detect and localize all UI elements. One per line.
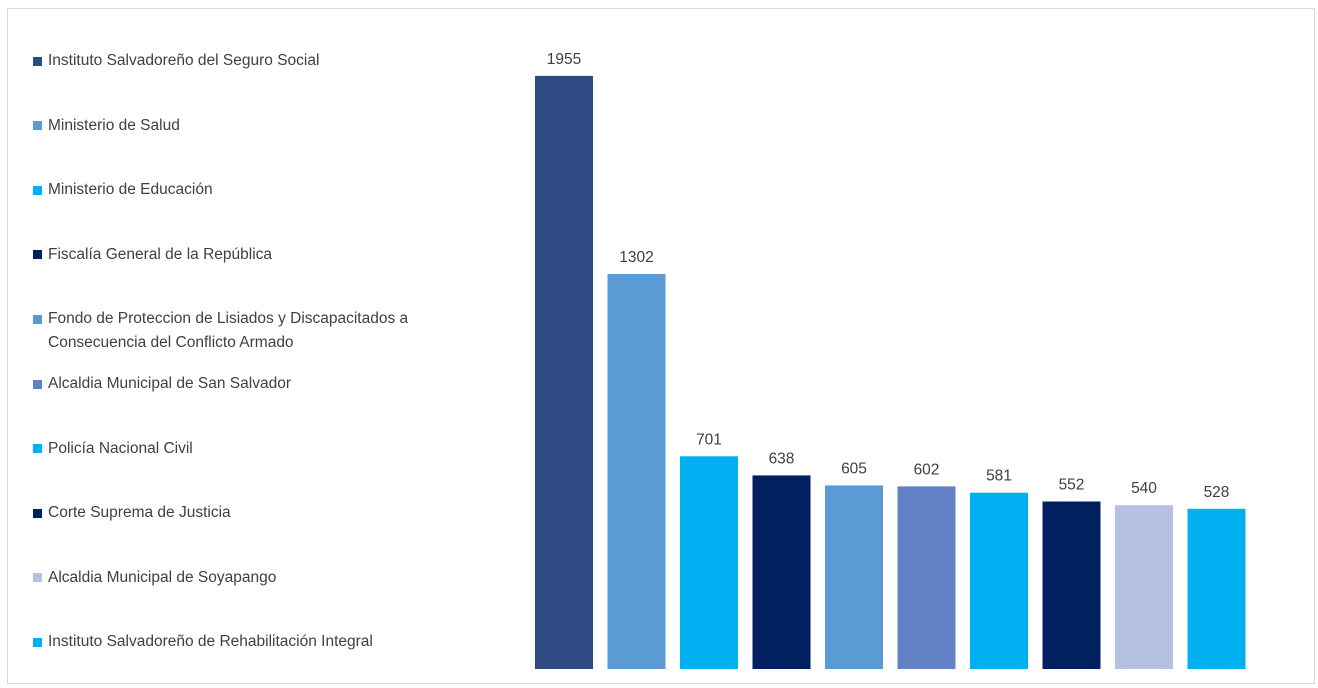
- legend-label: Alcaldia Municipal de San Salvador: [48, 375, 291, 392]
- legend-swatch: [33, 121, 42, 131]
- data-label: 701: [696, 431, 722, 448]
- legend-swatch: [33, 573, 42, 583]
- data-label: 1955: [547, 51, 581, 68]
- legend-swatch: [33, 637, 42, 647]
- legend-swatch: [33, 56, 42, 66]
- legend-swatch: [33, 185, 42, 195]
- legend-swatch: [33, 314, 42, 324]
- bar: [607, 273, 666, 669]
- data-label: 540: [1131, 480, 1157, 497]
- legend-label: Policía Nacional Civil: [48, 439, 193, 457]
- legend-item: Corte Suprema de Justicia: [33, 501, 473, 525]
- bar: [1115, 505, 1173, 669]
- data-label: 605: [841, 460, 867, 477]
- data-label: 638: [769, 450, 795, 467]
- legend-swatch: [33, 508, 42, 518]
- legend-item: Instituto Salvadoreño del Seguro Social: [33, 49, 473, 73]
- legend-swatch: [33, 444, 42, 454]
- bar: [752, 475, 811, 669]
- legend-label: Fondo de Proteccion de Lisiados y Discap…: [48, 310, 409, 352]
- chart-frame: Instituto Salvadoreño del Seguro Social M…: [7, 8, 1315, 684]
- legend-item: Alcaldia Municipal de San Salvador: [33, 372, 473, 396]
- legend-label: Instituto Salvadoreño del Seguro Social: [48, 52, 320, 69]
- legend-item: Instituto Salvadoreño de Rehabilitación …: [33, 630, 473, 654]
- legend-swatch: [33, 379, 42, 389]
- legend: Instituto Salvadoreño del Seguro Social M…: [8, 9, 488, 685]
- data-label: 552: [1059, 477, 1085, 494]
- bar: [680, 456, 738, 669]
- legend-item: Ministerio de Salud: [33, 114, 473, 138]
- bar: [970, 492, 1028, 669]
- data-label: 581: [986, 468, 1012, 485]
- legend-label: Ministerio de Salud: [48, 116, 180, 134]
- legend-item: Fiscalía General de la República: [33, 243, 473, 267]
- bar: [1042, 501, 1101, 669]
- bar: [897, 486, 956, 669]
- bar: [1187, 508, 1246, 669]
- legend-item: Alcaldia Municipal de Soyapango: [33, 566, 473, 590]
- legend-label: Fiscalía General de la República: [48, 245, 273, 263]
- bar: [825, 485, 883, 669]
- plot-area: 1955 1302 701 638 605 602 581 552 540 528: [535, 51, 1246, 670]
- bar: [535, 75, 593, 670]
- legend-label: Alcaldia Municipal de Soyapango: [48, 568, 277, 586]
- legend-label: Ministerio de Educación: [48, 181, 213, 199]
- legend-label: Corte Suprema de Justicia: [48, 504, 231, 522]
- legend-label: Instituto Salvadoreño de Rehabilitación …: [48, 633, 373, 651]
- data-label: 1302: [619, 249, 653, 266]
- legend-item: Policía Nacional Civil: [33, 437, 473, 461]
- data-label: 528: [1204, 484, 1230, 501]
- legend-item: Fondo de Proteccion de Lisiados y Discap…: [33, 307, 473, 355]
- data-label: 602: [914, 461, 940, 478]
- legend-swatch: [33, 250, 42, 260]
- legend-item: Ministerio de Educación: [33, 178, 473, 202]
